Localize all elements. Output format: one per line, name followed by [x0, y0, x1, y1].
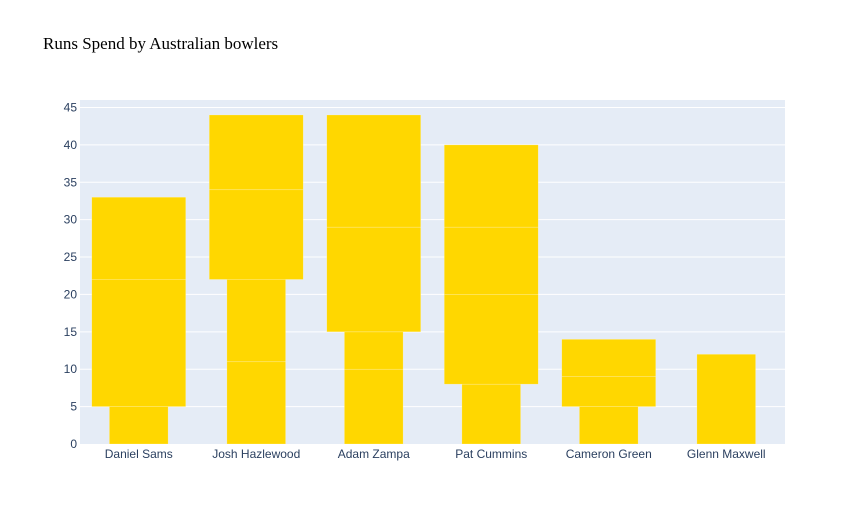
x-tick-label: Adam Zampa	[338, 447, 410, 461]
bar-segment[interactable]	[461, 383, 521, 445]
bar-segment[interactable]	[109, 406, 169, 445]
bar-segment[interactable]	[443, 144, 539, 228]
y-tick-label: 15	[64, 325, 78, 339]
y-tick-label: 0	[70, 437, 77, 451]
bar-segment[interactable]	[443, 294, 539, 385]
bar-segment[interactable]	[579, 406, 639, 445]
bar-segment[interactable]	[226, 361, 286, 445]
bar-segment[interactable]	[226, 279, 286, 363]
y-tick-label: 25	[64, 250, 78, 264]
y-tick-label: 45	[64, 100, 78, 114]
bar-segment[interactable]	[344, 368, 404, 445]
y-tick-label: 30	[64, 213, 78, 227]
bar-segment[interactable]	[91, 196, 187, 280]
x-tick-label: Daniel Sams	[105, 447, 173, 461]
gridlines	[80, 106, 785, 408]
x-tick-label: Josh Hazlewood	[212, 447, 300, 461]
y-axis-ticks: 0 5 10 15 20 25 30 35 40 45	[64, 100, 78, 451]
bar-segment[interactable]	[326, 226, 422, 333]
plot-background	[80, 100, 785, 444]
y-tick-label: 5	[70, 400, 77, 414]
y-tick-label: 10	[64, 362, 78, 376]
bar-segment[interactable]	[696, 353, 756, 445]
y-tick-label: 40	[64, 138, 78, 152]
x-tick-label: Pat Cummins	[455, 447, 527, 461]
x-tick-label: Cameron Green	[566, 447, 652, 461]
bar-segment[interactable]	[561, 376, 657, 407]
bars	[91, 114, 756, 445]
chart-title: Runs Spend by Australian bowlers	[43, 34, 279, 53]
bar-segment[interactable]	[561, 339, 657, 377]
x-axis-ticks: Daniel Sams Josh Hazlewood Adam Zampa Pat C…	[105, 447, 766, 461]
bar-segment[interactable]	[326, 114, 422, 228]
bar-segment[interactable]	[344, 331, 404, 370]
x-tick-label: Glenn Maxwell	[687, 447, 766, 461]
bar-segment[interactable]	[208, 189, 304, 280]
bar-segment[interactable]	[443, 226, 539, 295]
bar-segment[interactable]	[91, 279, 187, 407]
y-tick-label: 35	[64, 175, 78, 189]
bar-segment[interactable]	[208, 114, 304, 191]
y-tick-label: 20	[64, 287, 78, 301]
